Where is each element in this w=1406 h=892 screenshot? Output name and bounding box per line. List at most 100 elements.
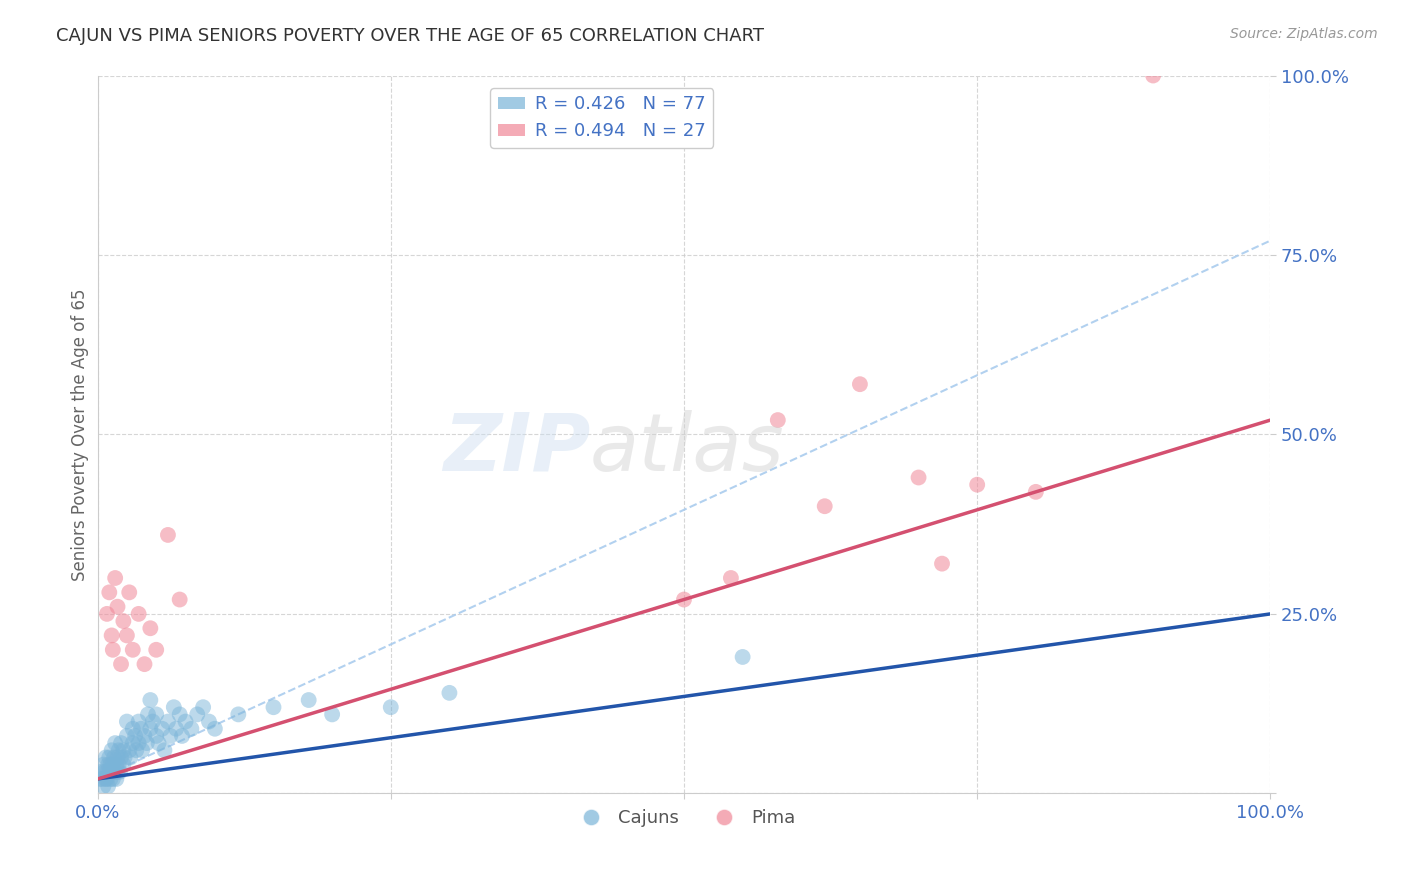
Point: [118, 585, 141, 599]
Point: [174, 714, 197, 729]
Point: [142, 714, 165, 729]
Point: [163, 700, 186, 714]
Point: [101, 642, 124, 657]
Point: [298, 693, 321, 707]
Point: [128, 736, 150, 750]
Point: [110, 736, 132, 750]
Point: [169, 592, 191, 607]
Point: [108, 764, 131, 779]
Text: Source: ZipAtlas.com: Source: ZipAtlas.com: [1230, 27, 1378, 41]
Point: [96, 764, 118, 779]
Point: [114, 750, 136, 764]
Point: [107, 599, 129, 614]
Point: [104, 764, 127, 779]
Point: [115, 729, 138, 743]
Point: [131, 743, 153, 757]
Point: [107, 764, 129, 779]
Point: [97, 779, 120, 793]
Point: [156, 714, 179, 729]
Point: [672, 592, 695, 607]
Text: atlas: atlas: [591, 409, 785, 488]
Point: [104, 736, 127, 750]
Point: [100, 757, 122, 772]
Point: [101, 772, 124, 786]
Point: [94, 772, 117, 786]
Point: [186, 707, 208, 722]
Point: [720, 571, 742, 585]
Point: [766, 413, 789, 427]
Point: [93, 764, 115, 779]
Point: [150, 722, 173, 736]
Point: [145, 707, 167, 722]
Point: [931, 557, 953, 571]
Point: [94, 750, 117, 764]
Point: [97, 757, 120, 772]
Point: [159, 729, 181, 743]
Point: [134, 729, 156, 743]
Point: [165, 722, 187, 736]
Point: [100, 743, 122, 757]
Point: [145, 729, 167, 743]
Point: [96, 607, 118, 621]
Point: [121, 736, 143, 750]
Point: [380, 700, 402, 714]
Text: ZIP: ZIP: [443, 409, 591, 488]
Point: [156, 528, 179, 542]
Point: [98, 764, 121, 779]
Point: [136, 707, 159, 722]
Point: [321, 707, 343, 722]
Point: [1025, 484, 1047, 499]
Point: [153, 743, 176, 757]
Point: [134, 657, 156, 672]
Point: [128, 607, 150, 621]
Point: [135, 736, 157, 750]
Point: [98, 585, 121, 599]
Point: [128, 714, 150, 729]
Point: [100, 772, 122, 786]
Point: [93, 757, 115, 772]
Point: [107, 750, 129, 764]
Legend: Cajuns, Pima: Cajuns, Pima: [565, 802, 803, 835]
Point: [90, 764, 112, 779]
Point: [129, 722, 152, 736]
Point: [118, 743, 141, 757]
Point: [104, 571, 127, 585]
Point: [105, 757, 128, 772]
Point: [907, 470, 929, 484]
Point: [170, 729, 193, 743]
Point: [139, 722, 162, 736]
Point: [139, 693, 162, 707]
Point: [731, 650, 754, 665]
Point: [96, 772, 118, 786]
Point: [112, 743, 135, 757]
Point: [814, 500, 837, 514]
Point: [139, 621, 162, 635]
Point: [849, 377, 872, 392]
Point: [263, 700, 285, 714]
Point: [120, 750, 142, 764]
Point: [169, 707, 191, 722]
Text: CAJUN VS PIMA SENIORS POVERTY OVER THE AGE OF 65 CORRELATION CHART: CAJUN VS PIMA SENIORS POVERTY OVER THE A…: [56, 27, 765, 45]
Point: [100, 764, 122, 779]
Point: [107, 757, 129, 772]
Point: [110, 657, 132, 672]
Point: [115, 628, 138, 642]
Point: [204, 722, 226, 736]
Point: [180, 722, 202, 736]
Point: [89, 772, 111, 786]
Point: [966, 477, 988, 491]
Point: [121, 642, 143, 657]
Point: [226, 707, 249, 722]
Point: [115, 714, 138, 729]
Point: [1142, 69, 1164, 83]
Y-axis label: Seniors Poverty Over the Age of 65: Seniors Poverty Over the Age of 65: [72, 288, 89, 581]
Point: [121, 722, 143, 736]
Point: [112, 614, 135, 628]
Point: [148, 736, 170, 750]
Point: [125, 743, 148, 757]
Point: [107, 743, 129, 757]
Point: [105, 772, 128, 786]
Point: [93, 779, 115, 793]
Point: [112, 757, 135, 772]
Point: [91, 772, 114, 786]
